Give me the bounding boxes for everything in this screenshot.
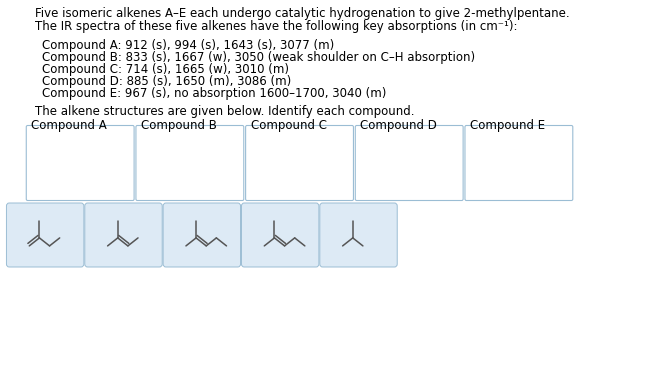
Text: Compound D: Compound D bbox=[360, 119, 437, 132]
FancyBboxPatch shape bbox=[136, 125, 244, 200]
Text: Five isomeric alkenes A–E each undergo catalytic hydrogenation to give 2-methylp: Five isomeric alkenes A–E each undergo c… bbox=[35, 7, 570, 20]
Text: Compound D: 885 (s), 1650 (m), 3086 (m): Compound D: 885 (s), 1650 (m), 3086 (m) bbox=[42, 75, 292, 88]
FancyBboxPatch shape bbox=[26, 125, 134, 200]
Text: Compound B: Compound B bbox=[141, 119, 217, 132]
FancyBboxPatch shape bbox=[465, 125, 573, 200]
FancyBboxPatch shape bbox=[7, 203, 84, 267]
FancyBboxPatch shape bbox=[163, 203, 241, 267]
Text: The IR spectra of these five alkenes have the following key absorptions (in cm⁻¹: The IR spectra of these five alkenes hav… bbox=[35, 20, 518, 33]
FancyBboxPatch shape bbox=[356, 125, 463, 200]
FancyBboxPatch shape bbox=[85, 203, 162, 267]
Text: The alkene structures are given below. Identify each compound.: The alkene structures are given below. I… bbox=[35, 105, 414, 118]
Text: Compound B: 833 (s), 1667 (w), 3050 (weak shoulder on C–H absorption): Compound B: 833 (s), 1667 (w), 3050 (wea… bbox=[42, 51, 475, 64]
Text: Compound E: 967 (s), no absorption 1600–1700, 3040 (m): Compound E: 967 (s), no absorption 1600–… bbox=[42, 87, 387, 100]
FancyBboxPatch shape bbox=[241, 203, 319, 267]
FancyBboxPatch shape bbox=[246, 125, 354, 200]
Text: Compound A: Compound A bbox=[31, 119, 107, 132]
Text: Compound C: 714 (s), 1665 (w), 3010 (m): Compound C: 714 (s), 1665 (w), 3010 (m) bbox=[42, 63, 290, 76]
FancyBboxPatch shape bbox=[320, 203, 397, 267]
Text: Compound A: 912 (s), 994 (s), 1643 (s), 3077 (m): Compound A: 912 (s), 994 (s), 1643 (s), … bbox=[42, 39, 334, 52]
Text: Compound C: Compound C bbox=[251, 119, 327, 132]
Text: Compound E: Compound E bbox=[470, 119, 545, 132]
